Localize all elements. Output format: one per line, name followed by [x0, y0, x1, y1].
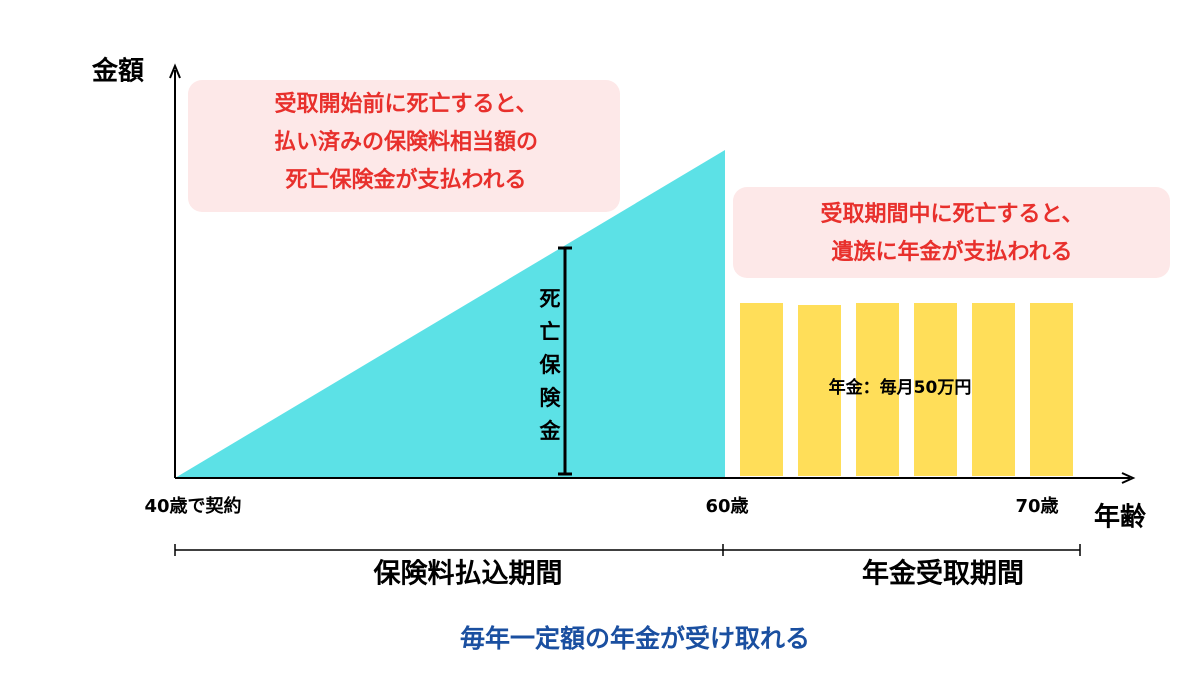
x-tick-label: 40歳で契約 — [144, 495, 241, 517]
x-tick-label: 60歳 — [705, 496, 748, 517]
pension-bar — [740, 303, 783, 476]
callout-text: 遺族に年金が支払われる — [832, 239, 1073, 265]
pension-bar — [972, 303, 1015, 476]
pension-bar — [1030, 303, 1073, 476]
pension-bar — [914, 303, 957, 476]
arrow-head — [169, 63, 181, 79]
pension-bars — [740, 303, 1073, 476]
arrow-head — [1121, 472, 1136, 484]
benefit-label: 死亡保険金 — [537, 288, 562, 453]
period-label: 年金受取期間 — [862, 558, 1024, 590]
callout-text: 払い済みの保険料相当額の — [274, 129, 538, 155]
pension-bar — [798, 305, 841, 476]
x-tick-label: 70歳 — [1015, 496, 1058, 517]
y-axis-label: 金額 — [91, 56, 144, 87]
callout-box — [188, 80, 620, 212]
period-label: 保険料払込期間 — [373, 559, 563, 590]
benefit-bracket — [558, 246, 572, 476]
caption: 毎年一定額の年金が受け取れる — [460, 624, 810, 653]
pension-label: 年金：毎月50万円 — [829, 377, 972, 398]
callout-text: 受取開始前に死亡すると、 — [274, 91, 537, 117]
callout-text: 死亡保険金が支払われる — [286, 167, 527, 193]
callout-box — [733, 187, 1170, 278]
premium-area — [175, 150, 725, 478]
pension-bar — [856, 303, 899, 476]
callout-text: 受取期間中に死亡すると、 — [820, 201, 1083, 227]
period-bracket — [174, 544, 1081, 556]
x-axis-label: 年齢 — [1094, 502, 1147, 533]
